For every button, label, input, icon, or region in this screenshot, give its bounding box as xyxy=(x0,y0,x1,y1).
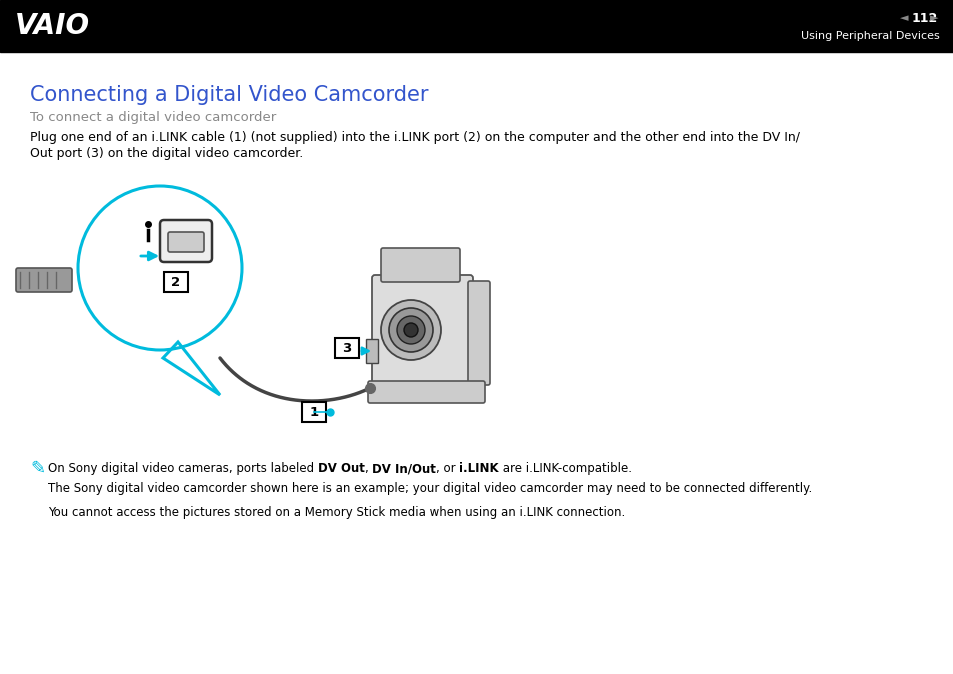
Circle shape xyxy=(403,323,417,337)
Circle shape xyxy=(380,300,440,360)
FancyBboxPatch shape xyxy=(380,248,459,282)
Circle shape xyxy=(396,316,424,344)
FancyBboxPatch shape xyxy=(368,381,484,403)
Text: 2: 2 xyxy=(172,276,180,288)
FancyBboxPatch shape xyxy=(160,220,212,262)
Text: Using Peripheral Devices: Using Peripheral Devices xyxy=(801,31,939,41)
Text: You cannot access the pictures stored on a Memory Stick media when using an i.LI: You cannot access the pictures stored on… xyxy=(48,506,624,519)
Text: The Sony digital video camcorder shown here is an example; your digital video ca: The Sony digital video camcorder shown h… xyxy=(48,482,811,495)
Text: To connect a digital video camcorder: To connect a digital video camcorder xyxy=(30,111,276,125)
FancyBboxPatch shape xyxy=(468,281,490,385)
Text: ✎: ✎ xyxy=(30,460,45,478)
Text: VAIO: VAIO xyxy=(15,12,90,40)
Text: , or: , or xyxy=(436,462,459,475)
Text: 3: 3 xyxy=(342,342,352,355)
FancyBboxPatch shape xyxy=(16,268,71,292)
FancyBboxPatch shape xyxy=(168,232,204,252)
Text: 112: 112 xyxy=(911,11,937,24)
FancyBboxPatch shape xyxy=(372,275,473,391)
Text: Plug one end of an i.LINK cable (1) (not supplied) into the i.LINK port (2) on t: Plug one end of an i.LINK cable (1) (not… xyxy=(30,131,800,144)
Text: 1: 1 xyxy=(309,406,318,419)
FancyBboxPatch shape xyxy=(366,339,377,363)
Text: DV In/Out: DV In/Out xyxy=(372,462,436,475)
Text: ◄: ◄ xyxy=(899,13,907,23)
Text: ►: ► xyxy=(929,13,938,23)
Circle shape xyxy=(389,308,433,352)
Bar xyxy=(0,0,953,52)
Text: i.LINK: i.LINK xyxy=(459,462,498,475)
Text: ,: , xyxy=(364,462,372,475)
FancyBboxPatch shape xyxy=(335,338,358,358)
Text: Connecting a Digital Video Camcorder: Connecting a Digital Video Camcorder xyxy=(30,85,428,105)
Text: Out port (3) on the digital video camcorder.: Out port (3) on the digital video camcor… xyxy=(30,146,303,160)
Text: On Sony digital video cameras, ports labeled: On Sony digital video cameras, ports lab… xyxy=(48,462,317,475)
Text: are i.LINK-compatible.: are i.LINK-compatible. xyxy=(498,462,632,475)
FancyBboxPatch shape xyxy=(302,402,326,422)
Text: DV Out: DV Out xyxy=(317,462,364,475)
FancyBboxPatch shape xyxy=(164,272,188,292)
